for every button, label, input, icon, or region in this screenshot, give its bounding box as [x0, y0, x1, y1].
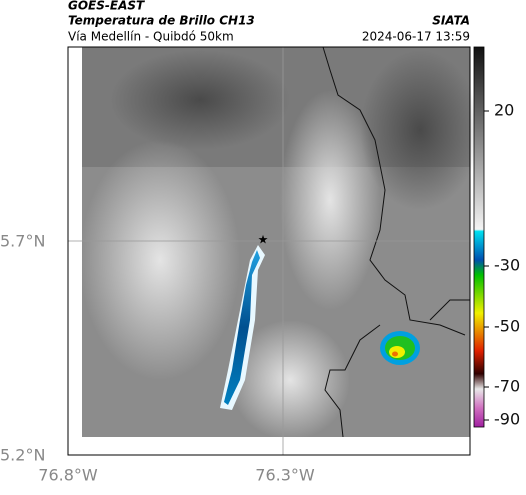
x-label: 76.8°W: [38, 466, 98, 485]
header: GOES-EAST Temperatura de Brillo CH13 Vía…: [68, 0, 470, 44]
y-label: 5.2°N: [0, 446, 45, 465]
colorbar-label: 20: [494, 101, 514, 120]
y-label: 5.7°N: [0, 232, 45, 251]
source: GOES-EAST: [68, 0, 145, 13]
satellite-image: ★: [67, 46, 480, 456]
axis-labels: 5.7°N 5.2°N 76.8°W 76.3°W: [0, 232, 315, 485]
colorbar-label: -50: [494, 317, 520, 336]
colorbar: 20 -30 -50 -70 -90: [473, 46, 520, 429]
svg-text:★: ★: [258, 233, 269, 247]
x-label: 76.3°W: [255, 466, 315, 485]
colorbar-label: -90: [494, 410, 520, 429]
brand: SIATA: [432, 14, 470, 28]
subtitle: Vía Medellín - Quibdó 50km: [68, 30, 234, 44]
timestamp: 2024-06-17 13:59: [362, 30, 470, 44]
title: Temperatura de Brillo CH13: [68, 14, 255, 28]
colorbar-label: -30: [494, 256, 520, 275]
colorbar-label: -70: [494, 377, 520, 396]
